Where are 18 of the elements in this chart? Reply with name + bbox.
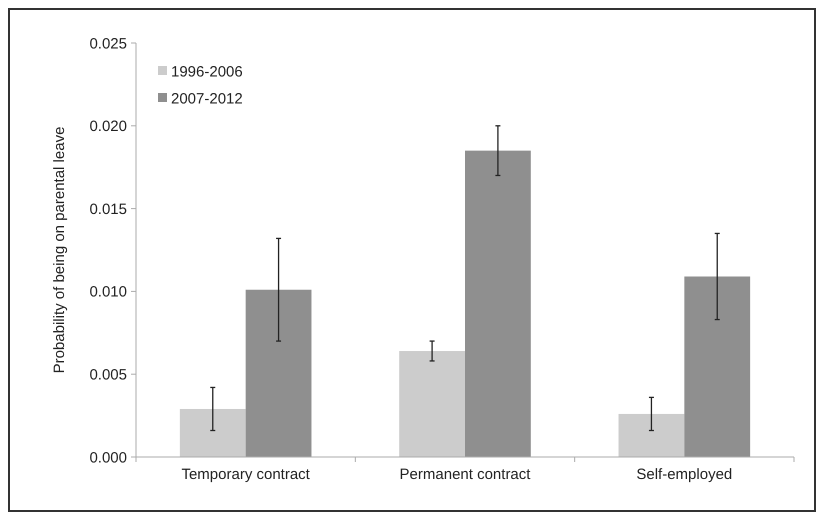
y-axis-title: Probability of being on parental leave [51, 126, 68, 374]
bar [684, 276, 750, 457]
legend-label: 2007-2012 [171, 90, 243, 108]
y-tick-label: 0.005 [89, 366, 127, 384]
x-tick-label: Temporary contract [181, 466, 311, 483]
x-tick-label: Self-employed [636, 466, 732, 483]
bar [399, 351, 465, 457]
bar [180, 408, 246, 457]
x-tick-label: Permanent contract [400, 466, 532, 483]
y-tick-label: 0.020 [89, 118, 127, 136]
bar [618, 414, 684, 457]
y-tick-label: 0.010 [89, 284, 127, 301]
bar [465, 150, 531, 457]
y-tick-label: 0.015 [89, 200, 127, 218]
bar [246, 290, 312, 457]
legend-label: 1996-2006 [171, 63, 243, 80]
y-tick-label: 0.025 [89, 35, 127, 52]
y-tick-label: 0.000 [89, 449, 127, 466]
